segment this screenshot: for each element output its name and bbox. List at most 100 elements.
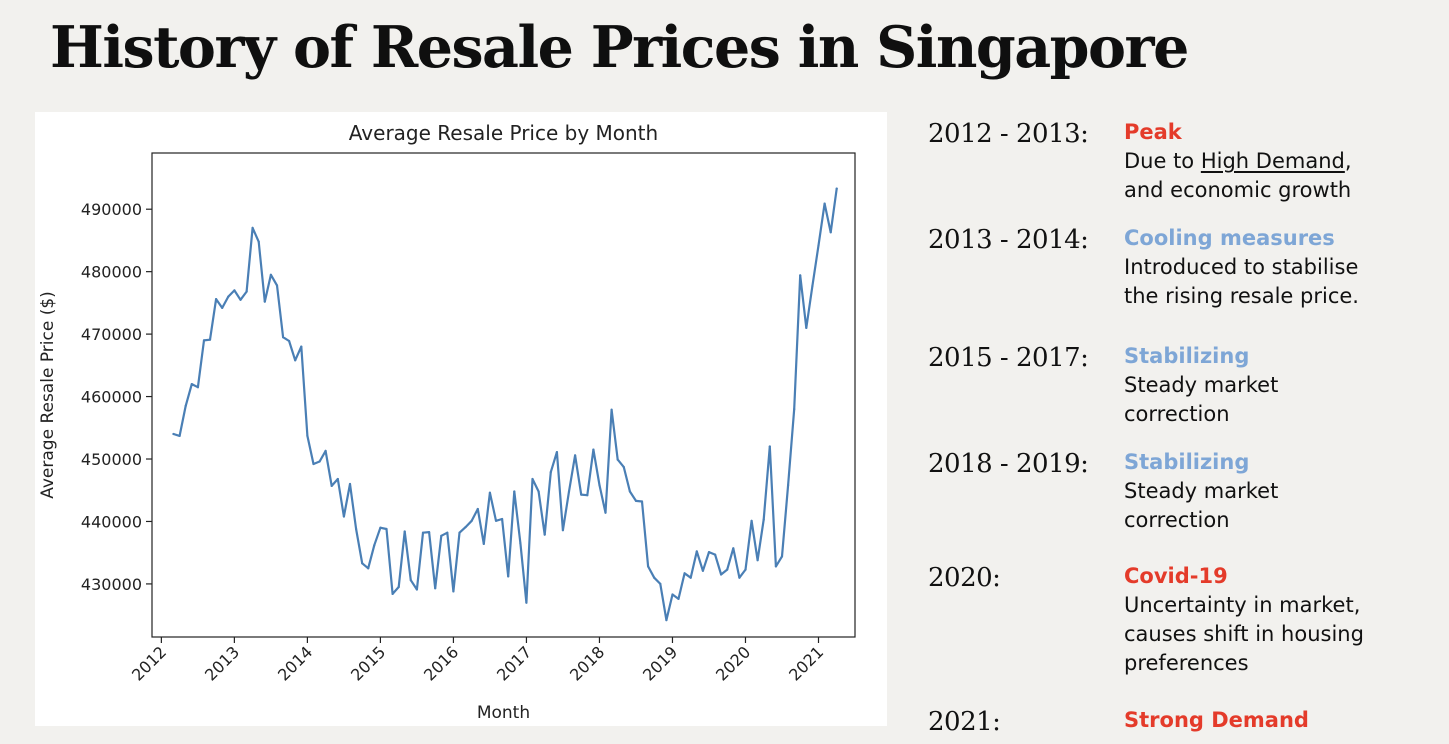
data-point — [507, 575, 510, 578]
y-tick-label: 440000 — [81, 512, 142, 531]
timeline-heading: Covid-19 — [1124, 564, 1228, 588]
data-point — [440, 534, 443, 537]
data-point — [239, 298, 242, 301]
data-point — [604, 511, 607, 514]
timeline-description-line: the rising resale price. — [1124, 282, 1444, 311]
y-tick-label: 460000 — [81, 388, 142, 407]
timeline-description-line: correction — [1124, 400, 1444, 429]
data-point — [774, 565, 778, 568]
data-point — [312, 462, 315, 466]
data-point — [367, 567, 370, 570]
data-point — [738, 576, 741, 579]
data-point — [726, 568, 729, 571]
data-point — [835, 187, 838, 190]
data-point — [695, 550, 698, 553]
data-point — [494, 519, 498, 522]
data-point — [446, 531, 449, 534]
x-tick-label: 2015 — [347, 642, 389, 684]
data-point — [318, 460, 321, 463]
data-point — [707, 551, 711, 554]
x-tick-label: 2021 — [785, 642, 827, 684]
data-point — [300, 345, 303, 348]
timeline-period: 2013 - 2014: — [928, 225, 1089, 255]
data-point — [397, 585, 400, 589]
data-point — [373, 544, 376, 547]
data-point — [409, 579, 412, 582]
data-point — [361, 562, 364, 565]
data-point — [452, 590, 455, 593]
data-point — [598, 484, 601, 487]
underlined-text: High Demand — [1200, 149, 1345, 173]
data-point — [501, 517, 504, 521]
data-point — [677, 597, 680, 600]
timeline-heading: Peak — [1124, 120, 1182, 144]
timeline-description-line: Steady market — [1124, 371, 1444, 400]
data-point — [537, 490, 540, 493]
data-point — [476, 507, 479, 511]
data-point — [355, 527, 358, 531]
data-point — [282, 336, 285, 339]
data-point — [762, 518, 765, 521]
data-point — [415, 588, 418, 591]
data-point — [464, 526, 467, 529]
data-point — [184, 404, 187, 407]
plot-frame — [151, 152, 856, 638]
data-point — [196, 386, 199, 389]
description-text: Steady market — [1124, 479, 1279, 503]
x-tick-label: 2016 — [420, 642, 462, 684]
data-point — [659, 582, 662, 585]
chart-svg: Average Resale Price by Month 430000 44000… — [38, 121, 856, 723]
timeline-description-line: Steady market — [1124, 477, 1444, 506]
x-tick-label: 2017 — [493, 642, 535, 684]
data-point — [653, 576, 656, 579]
data-point — [671, 593, 674, 596]
description-text: Uncertainty in market, — [1124, 593, 1361, 617]
timeline-entry: Stabilizing Steady market correction — [1124, 342, 1444, 429]
y-axis-label: Average Resale Price ($) — [38, 291, 58, 499]
y-tick-label: 490000 — [81, 200, 142, 219]
x-tick-label: 2014 — [274, 642, 316, 684]
data-point — [780, 555, 784, 558]
data-point — [172, 432, 175, 436]
description-text: , — [1344, 149, 1352, 173]
data-point — [823, 202, 826, 205]
data-point — [768, 445, 771, 448]
data-point — [799, 274, 802, 277]
data-point — [805, 326, 808, 329]
data-point — [647, 565, 650, 568]
description-text: Due to — [1124, 149, 1201, 173]
data-point — [720, 573, 723, 576]
chart-title: Average Resale Price by Month — [349, 121, 658, 145]
data-point — [336, 477, 339, 481]
data-point — [628, 490, 632, 493]
data-point — [275, 284, 279, 287]
data-point — [787, 484, 790, 487]
description-text: correction — [1124, 508, 1230, 532]
data-point — [421, 531, 425, 534]
data-point — [294, 359, 297, 362]
data-point — [610, 408, 613, 411]
data-point — [817, 244, 820, 247]
data-point — [202, 339, 206, 342]
data-point — [215, 298, 218, 301]
x-axis-label: Month — [477, 703, 530, 723]
timeline-period: 2015 - 2017: — [928, 343, 1089, 373]
description-text: and economic growth — [1124, 178, 1352, 202]
data-point — [744, 568, 747, 571]
timeline-entry: Peak Due to High Demand, and economic grow… — [1124, 118, 1444, 205]
data-point — [750, 519, 753, 522]
data-point — [470, 519, 473, 522]
data-point — [714, 553, 717, 556]
y-tick-label: 480000 — [81, 263, 142, 282]
data-point — [190, 383, 193, 386]
description-text: correction — [1124, 402, 1230, 426]
x-tick-label: 2012 — [128, 642, 170, 684]
data-point — [488, 491, 491, 494]
timeline-description-line: causes shift in housing — [1124, 620, 1444, 649]
data-point — [391, 592, 394, 595]
x-tick-label: 2013 — [201, 642, 243, 684]
description-text: causes shift in housing — [1124, 622, 1364, 646]
timeline-heading: Strong Demand — [1124, 708, 1309, 732]
data-point — [555, 451, 559, 454]
x-tick-label: 2019 — [639, 642, 681, 684]
